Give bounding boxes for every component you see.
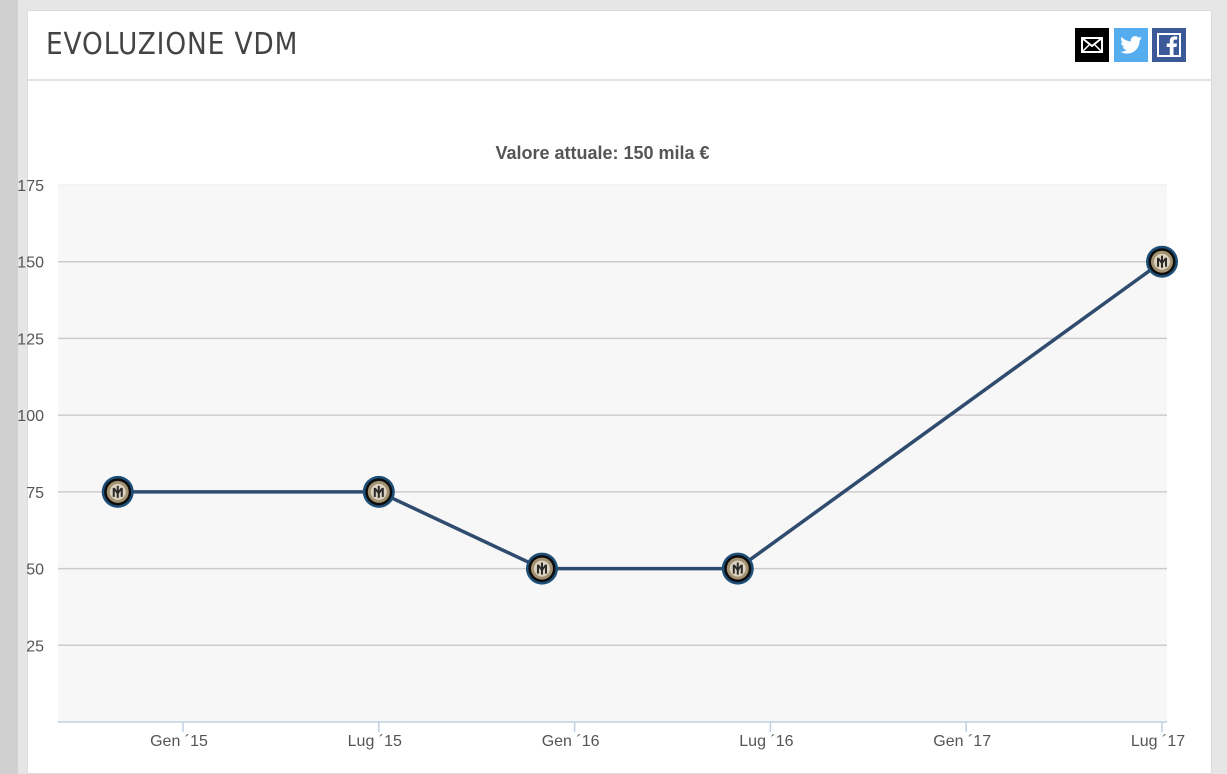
facebook-icon: [1157, 33, 1181, 57]
share-mail-button[interactable]: [1075, 28, 1109, 62]
twitter-icon: [1120, 36, 1142, 54]
chart-title: Valore attuale: 150 mila €: [495, 143, 710, 163]
mail-icon: [1081, 37, 1103, 53]
share-facebook-button[interactable]: [1152, 28, 1186, 62]
card-title: EVOLUZIONE VDM: [46, 27, 299, 62]
vdm-card: EVOLUZIONE VDM: [27, 10, 1212, 774]
share-twitter-button[interactable]: [1114, 28, 1148, 62]
card-header: EVOLUZIONE VDM: [28, 11, 1211, 81]
left-edge-bar: [0, 0, 18, 774]
